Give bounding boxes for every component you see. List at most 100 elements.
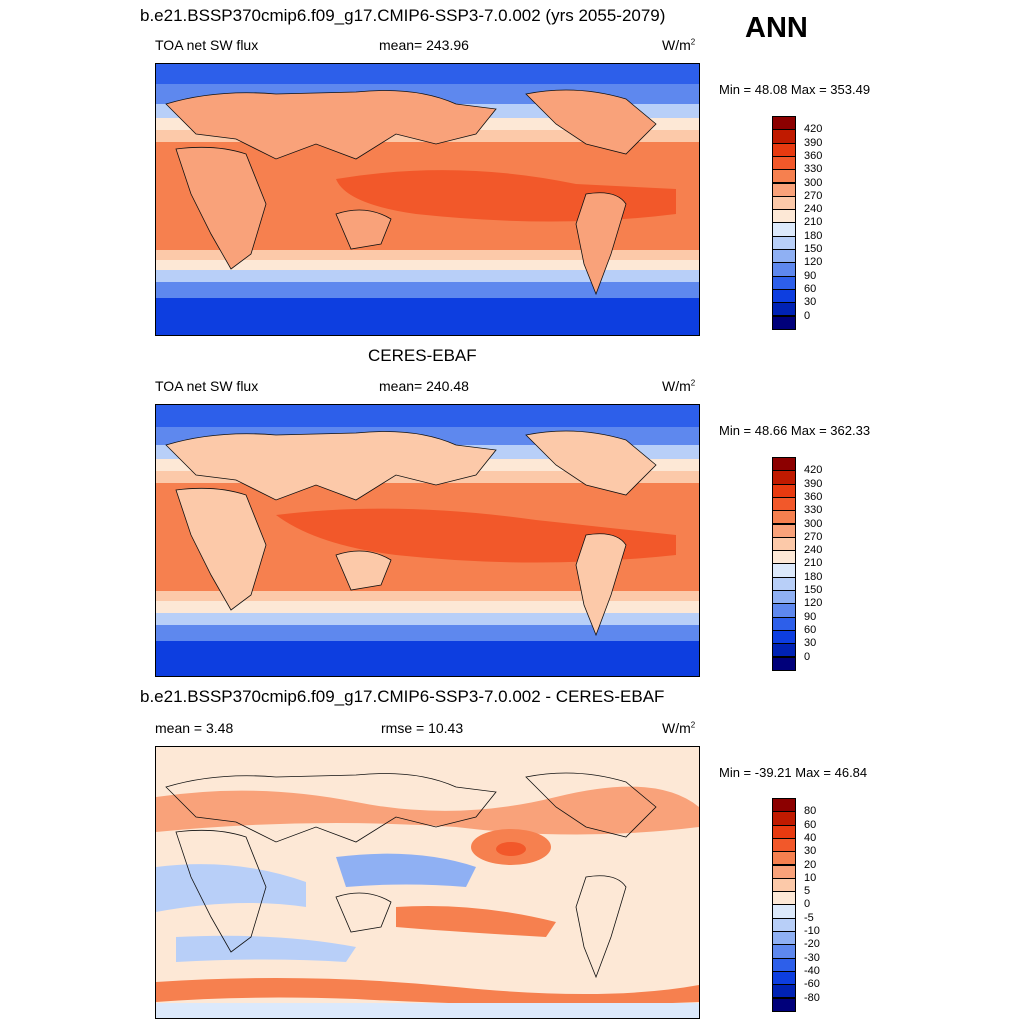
colorbar-swatch (772, 984, 796, 999)
colorbar-tick-label: 10 (804, 871, 817, 884)
panel2-colorbar: 420 390 360 330 300 270 240 210 180 150 120 90 60 30 0 (772, 457, 862, 671)
colorbar-tick-label: 120 (804, 256, 823, 269)
panel2-minmax: Min = 48.66 Max = 362.33 (719, 423, 871, 438)
colorbar-tick-label: 330 (804, 163, 823, 176)
colorbar-tick-label: 90 (804, 269, 817, 282)
colorbar-swatch (772, 931, 796, 946)
colorbar-tick-label: 60 (804, 282, 817, 295)
colorbar-swatch (772, 656, 796, 671)
colorbar-swatch (772, 629, 796, 645)
colorbar-swatch (772, 510, 796, 525)
colorbar-swatch (772, 182, 796, 197)
colorbar-swatch (772, 142, 796, 157)
colorbar-tick-label: 90 (804, 610, 817, 623)
panel1-minmax: Min = 48.08 Max = 353.49 (719, 82, 871, 97)
panel1-title: b.e21.BSSP370cmip6.f09_g17.CMIP6-SSP3-7.… (140, 6, 666, 25)
panel3-map (155, 746, 700, 1019)
colorbar-tick-label: 0 (804, 650, 811, 663)
colorbar-tick-label: -40 (804, 964, 820, 977)
colorbar-swatch (772, 249, 796, 264)
colorbar-tick-label: 5 (804, 885, 811, 898)
panel1-units: W/m2 (662, 37, 696, 53)
colorbar-swatch (772, 837, 796, 853)
colorbar-tick-label: -60 (804, 978, 820, 991)
colorbar-tick-label: 0 (804, 898, 811, 911)
colorbar-tick-label: 420 (804, 464, 823, 477)
colorbar-swatch (772, 288, 796, 304)
colorbar-swatch (772, 550, 796, 565)
colorbar-tick-label: 0 (804, 309, 811, 322)
colorbar-tick-label: 40 (804, 831, 817, 844)
colorbar-tick-label: 390 (804, 477, 823, 490)
colorbar-tick-label: 300 (804, 176, 823, 189)
colorbar-tick-label: 330 (804, 504, 823, 517)
colorbar-swatch (772, 129, 796, 144)
colorbar-swatch (772, 811, 796, 826)
panel3-colorbar: 80 60 40 30 20 10 5 0 -5 -10 -20 -30 -40 -60 -80 (772, 798, 862, 1012)
colorbar-tick-label: 390 (804, 136, 823, 149)
colorbar-tick-label: 240 (804, 203, 823, 216)
panel3-title: b.e21.BSSP370cmip6.f09_g17.CMIP6-SSP3-7.… (140, 687, 665, 706)
colorbar-swatch (772, 616, 796, 631)
colorbar-tick-label: 30 (804, 296, 817, 309)
colorbar-swatch (772, 824, 796, 839)
panel2-title: CERES-EBAF (368, 346, 477, 365)
colorbar-swatch (772, 891, 796, 906)
colorbar-tick-label: 180 (804, 229, 823, 242)
colorbar-swatch (772, 470, 796, 485)
colorbar-tick-label: -20 (804, 938, 820, 951)
colorbar-swatch (772, 116, 796, 131)
colorbar-tick-label: -30 (804, 951, 820, 964)
colorbar-tick-label: 20 (804, 858, 817, 871)
colorbar-swatch (772, 997, 796, 1012)
colorbar-swatch (772, 155, 796, 171)
colorbar-tick-label: 30 (804, 845, 817, 858)
colorbar-tick-label: 60 (804, 623, 817, 636)
panel1-variable-label: TOA net SW flux (155, 37, 259, 53)
panel2-mean-label: mean= 240.48 (379, 378, 469, 394)
colorbar-swatch (772, 603, 796, 618)
colorbar-swatch (772, 169, 796, 184)
colorbar-swatch (772, 563, 796, 578)
colorbar-swatch (772, 315, 796, 330)
panel1-colorbar: 420 390 360 330 300 270 240 210 180 150 120 90 60 30 0 (772, 116, 862, 330)
colorbar-tick-label: 150 (804, 584, 823, 596)
colorbar-tick-label: 180 (804, 570, 823, 583)
colorbar-swatch (772, 209, 796, 224)
colorbar-swatch (772, 536, 796, 552)
colorbar-swatch (772, 904, 796, 919)
colorbar-tick-label: -80 (804, 991, 820, 1004)
colorbar-tick-label: 300 (804, 517, 823, 530)
colorbar-swatch (772, 798, 796, 813)
colorbar-swatch (772, 523, 796, 538)
colorbar-tick-label: 30 (804, 637, 817, 650)
colorbar-swatch (772, 864, 796, 879)
colorbar-swatch (772, 262, 796, 277)
colorbar-swatch (772, 590, 796, 605)
colorbar-tick-label: 150 (804, 243, 823, 255)
colorbar-tick-label: 240 (804, 544, 823, 557)
colorbar-tick-label: 270 (804, 530, 823, 543)
colorbar-tick-label: -10 (804, 925, 820, 937)
colorbar-swatch (772, 496, 796, 512)
colorbar-tick-label: 210 (804, 216, 823, 229)
colorbar-swatch (772, 944, 796, 959)
colorbar-swatch (772, 457, 796, 472)
panel3-mean-label: mean = 3.48 (155, 720, 234, 736)
colorbar-tick-label: 60 (804, 818, 817, 831)
panel3-units: W/m2 (662, 720, 696, 736)
colorbar-swatch (772, 576, 796, 591)
colorbar-swatch (772, 195, 796, 211)
panel1-mean-label: mean= 243.96 (379, 37, 469, 53)
colorbar-swatch (772, 877, 796, 893)
panel3-rmse-label: rmse = 10.43 (381, 720, 464, 736)
colorbar-swatch (772, 917, 796, 932)
colorbar-tick-label: 420 (804, 123, 823, 136)
panel3-minmax: Min = -39.21 Max = 46.84 (719, 765, 868, 780)
colorbar-tick-label: 210 (804, 557, 823, 570)
colorbar-swatch (772, 851, 796, 866)
colorbar-swatch (772, 275, 796, 290)
colorbar-tick-label: 120 (804, 597, 823, 610)
colorbar-swatch (772, 483, 796, 498)
panel2-variable-label: TOA net SW flux (155, 378, 259, 394)
